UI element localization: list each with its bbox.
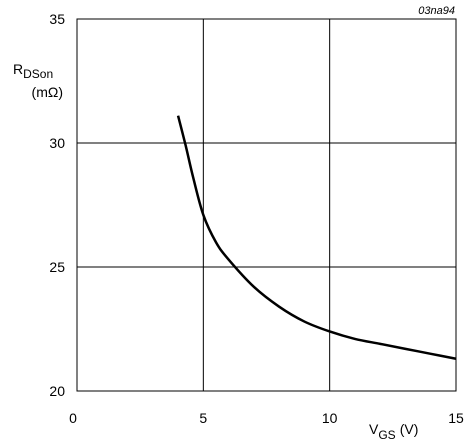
x-tick-label: 15	[448, 410, 464, 426]
x-tick-labels: 0 5 10 15	[69, 410, 464, 426]
y-axis-label: RDSon	[13, 61, 53, 81]
grid-lines	[77, 19, 456, 391]
y-tick-label: 25	[49, 259, 65, 275]
y-tick-label: 35	[49, 11, 65, 27]
x-axis-label: VGS (V)	[369, 421, 418, 442]
x-axis-unit: (V)	[400, 421, 419, 437]
x-axis-label-sub: GS	[378, 428, 395, 442]
x-tick-label: 10	[322, 410, 338, 426]
x-tick-label: 5	[199, 410, 207, 426]
curve-layer	[176, 115, 457, 360]
x-tick-label: 0	[69, 410, 77, 426]
figure-code: 03na94	[418, 5, 455, 17]
y-axis-unit: (mΩ)	[32, 84, 63, 100]
y-tick-label: 30	[49, 135, 65, 151]
x-axis-label-main: V	[369, 421, 379, 437]
y-tick-label: 20	[49, 383, 65, 399]
y-axis-label-main: R	[13, 61, 23, 77]
rdson-curve	[176, 115, 457, 360]
y-tick-labels: 20 25 30 35	[49, 11, 65, 399]
plot-frame	[76, 18, 457, 392]
y-axis-label-sub: DSon	[23, 67, 53, 81]
